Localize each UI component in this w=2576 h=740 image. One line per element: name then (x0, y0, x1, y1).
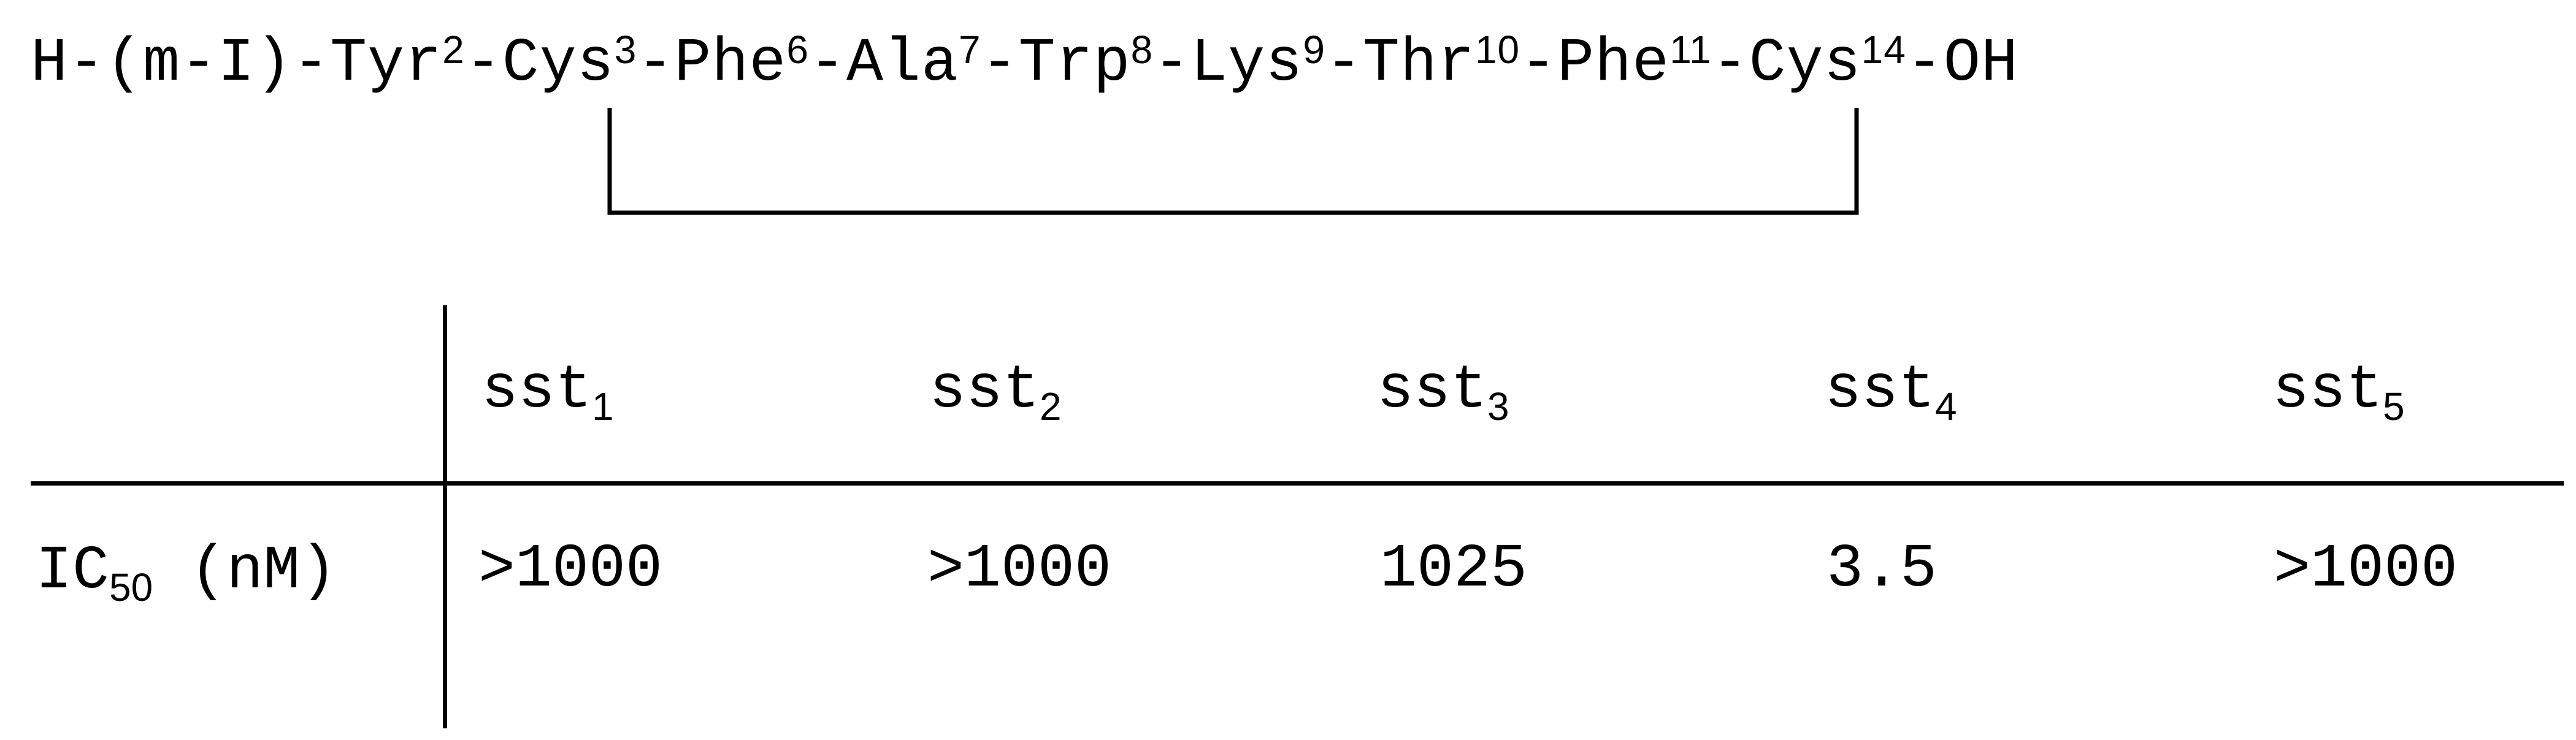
residue: Tyr2 (330, 28, 465, 99)
column-header-sst3: sst3 (1377, 356, 1509, 429)
column-header-sst5: sst5 (2272, 356, 2405, 429)
disulfide-bond-line (607, 108, 1859, 215)
residue: Lys9 (1190, 28, 1325, 99)
value-sst4: 3.5 (1827, 535, 1938, 605)
value-sst2: >1000 (927, 535, 1112, 605)
residue: Phe6 (674, 28, 809, 99)
value-sst3: 1025 (1380, 535, 1528, 605)
residue: Phe11 (1557, 28, 1712, 99)
residue: Trp8 (1018, 28, 1154, 99)
column-header-sst4: sst4 (1825, 356, 1957, 429)
residue-cys3: Cys3 (502, 28, 637, 99)
sequence-prefix: H-(m-I)- (31, 29, 331, 99)
column-header-sst1: sst1 (481, 356, 614, 429)
table-horizontal-divider (31, 481, 2564, 486)
residue: Thr10 (1362, 28, 1520, 99)
residue-cys14: Cys14 (1749, 28, 1906, 99)
value-sst1: >1000 (478, 535, 663, 605)
peptide-sequence: H-(m-I)-Tyr2-Cys3-Phe6-Ala7-Trp8-Lys9-Th… (31, 28, 2018, 99)
sequence-suffix: -OH (1906, 29, 2018, 99)
row-label-ic50: IC50 (nM) (36, 537, 337, 609)
residue: Ala7 (846, 28, 981, 99)
value-sst5: >1000 (2274, 535, 2458, 605)
column-header-sst2: sst2 (929, 356, 1062, 429)
table-vertical-divider (443, 305, 447, 728)
